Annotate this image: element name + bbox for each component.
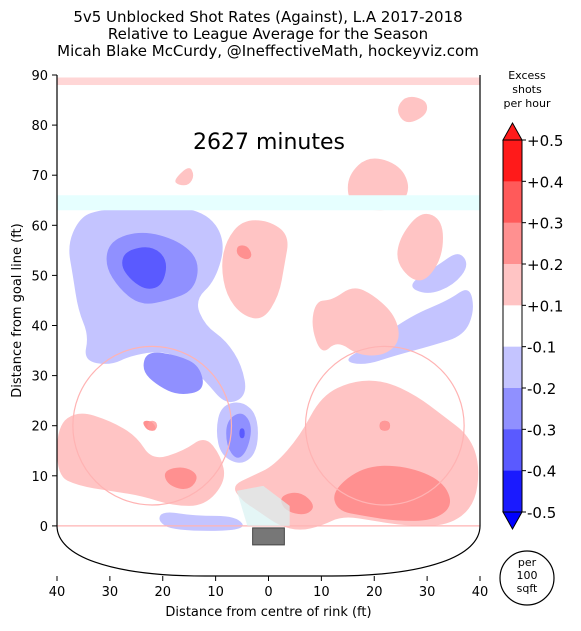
colorbar-segment — [503, 346, 522, 389]
excess-region-12 — [222, 220, 288, 319]
heatmap-regions — [57, 96, 479, 531]
unit-note: sqft — [517, 582, 538, 595]
deficit-region-5 — [226, 413, 251, 458]
y-tick-label: 0 — [40, 520, 48, 535]
x-tick-label: 40 — [49, 585, 66, 600]
colorbar-title: shots — [512, 83, 542, 96]
excess-region-23 — [334, 465, 451, 521]
deficit-region-6 — [239, 428, 245, 439]
colorbar-tick-label: +0.4 — [527, 173, 563, 191]
y-tick-label: 70 — [31, 169, 48, 184]
y-tick-label: 10 — [31, 470, 48, 485]
x-tick-label: 30 — [419, 585, 436, 600]
x-tick-label: 20 — [366, 585, 383, 600]
rink-markings — [56, 75, 481, 577]
right-faceoff-dot — [379, 420, 390, 431]
colorbar-title: Excess — [508, 69, 546, 82]
colorbar-tick-label: -0.2 — [527, 380, 556, 398]
colorbar-segment — [503, 388, 522, 430]
unit-circle — [499, 550, 555, 606]
colorbar-top-arrow — [502, 121, 523, 141]
y-tick-label: 30 — [31, 370, 48, 385]
unit-note: 100 — [517, 569, 538, 582]
title-line: Relative to League Average for the Seaso… — [108, 25, 428, 43]
y-tick-label: 50 — [31, 269, 48, 284]
colorbar-tick-label: -0.5 — [527, 504, 556, 522]
excess-region-15 — [397, 213, 443, 281]
colorbar-segment — [503, 140, 522, 182]
x-tick-label: 40 — [472, 585, 489, 600]
colorbar-tick-label: +0.5 — [527, 132, 563, 150]
colorbar-frame — [502, 139, 523, 513]
deficit-region-9 — [412, 254, 467, 293]
excess-region-18 — [175, 168, 194, 186]
y-tick-label: 40 — [31, 320, 48, 335]
excess-region-17 — [398, 96, 428, 123]
right-faceoff-circle — [304, 345, 465, 506]
unit-note: per — [518, 556, 537, 569]
deficit-region-2 — [122, 247, 167, 289]
excess-region-13 — [236, 245, 252, 260]
y-tick-label: 80 — [31, 119, 48, 134]
chart-title: 5v5 Unblocked Shot Rates (Against), L.A … — [57, 8, 479, 60]
title-line: Micah Blake McCurdy, @IneffectiveMath, h… — [57, 42, 479, 60]
colorbar-tick-label: +0.3 — [527, 215, 563, 233]
axes: 0 10 20 30 40 50 60 70 80 90 40 30 20 10 0 10 20 30 40 Dist… — [10, 69, 488, 620]
y-tick-label: 60 — [31, 219, 48, 234]
colorbar: +0.5 +0.4 +0.3 +0.2 +0.1 -0.1 -0.2 -0.3 -0.4 -0.5… — [499, 69, 563, 606]
colorbar-segment — [503, 222, 522, 265]
colorbar-segment — [503, 429, 522, 472]
y-axis-label: Distance from goal line (ft) — [10, 223, 25, 397]
colorbar-bottom-arrow — [502, 511, 523, 531]
deficit-region-3 — [143, 352, 203, 394]
colorbar-segment — [503, 181, 522, 224]
blue-line — [57, 195, 480, 211]
y-tick-label: 20 — [31, 420, 48, 435]
colorbar-tick-label: -0.3 — [527, 421, 556, 439]
centre-red-line — [57, 77, 480, 86]
x-tick-label: 20 — [154, 585, 171, 600]
x-axis-label: Distance from centre of rink (ft) — [165, 605, 371, 620]
excess-region-20 — [164, 467, 197, 489]
excess-region-14 — [312, 288, 399, 356]
x-tick-label: 10 — [207, 585, 224, 600]
colorbar-tick-label: -0.1 — [527, 339, 556, 357]
title-line: 5v5 Unblocked Shot Rates (Against), L.A … — [73, 8, 462, 26]
colorbar-tick-label: +0.1 — [527, 297, 563, 315]
left-faceoff-dot — [147, 420, 158, 431]
colorbar-title: per hour — [504, 97, 551, 110]
y-tick-label: 90 — [31, 69, 48, 84]
colorbar-segment — [503, 264, 522, 306]
x-tick-label: 0 — [264, 585, 272, 600]
colorbar-tick-label: -0.4 — [527, 463, 556, 481]
minutes-annotation: 2627 minutes — [193, 130, 345, 155]
goal-crease — [236, 485, 290, 526]
goal-net — [252, 527, 285, 546]
left-faceoff-circle — [72, 345, 233, 506]
x-tick-label: 10 — [313, 585, 330, 600]
x-tick-label: 30 — [102, 585, 119, 600]
colorbar-segment — [503, 470, 522, 513]
colorbar-tick-label: +0.2 — [527, 256, 563, 274]
colorbar-segment — [503, 305, 522, 348]
